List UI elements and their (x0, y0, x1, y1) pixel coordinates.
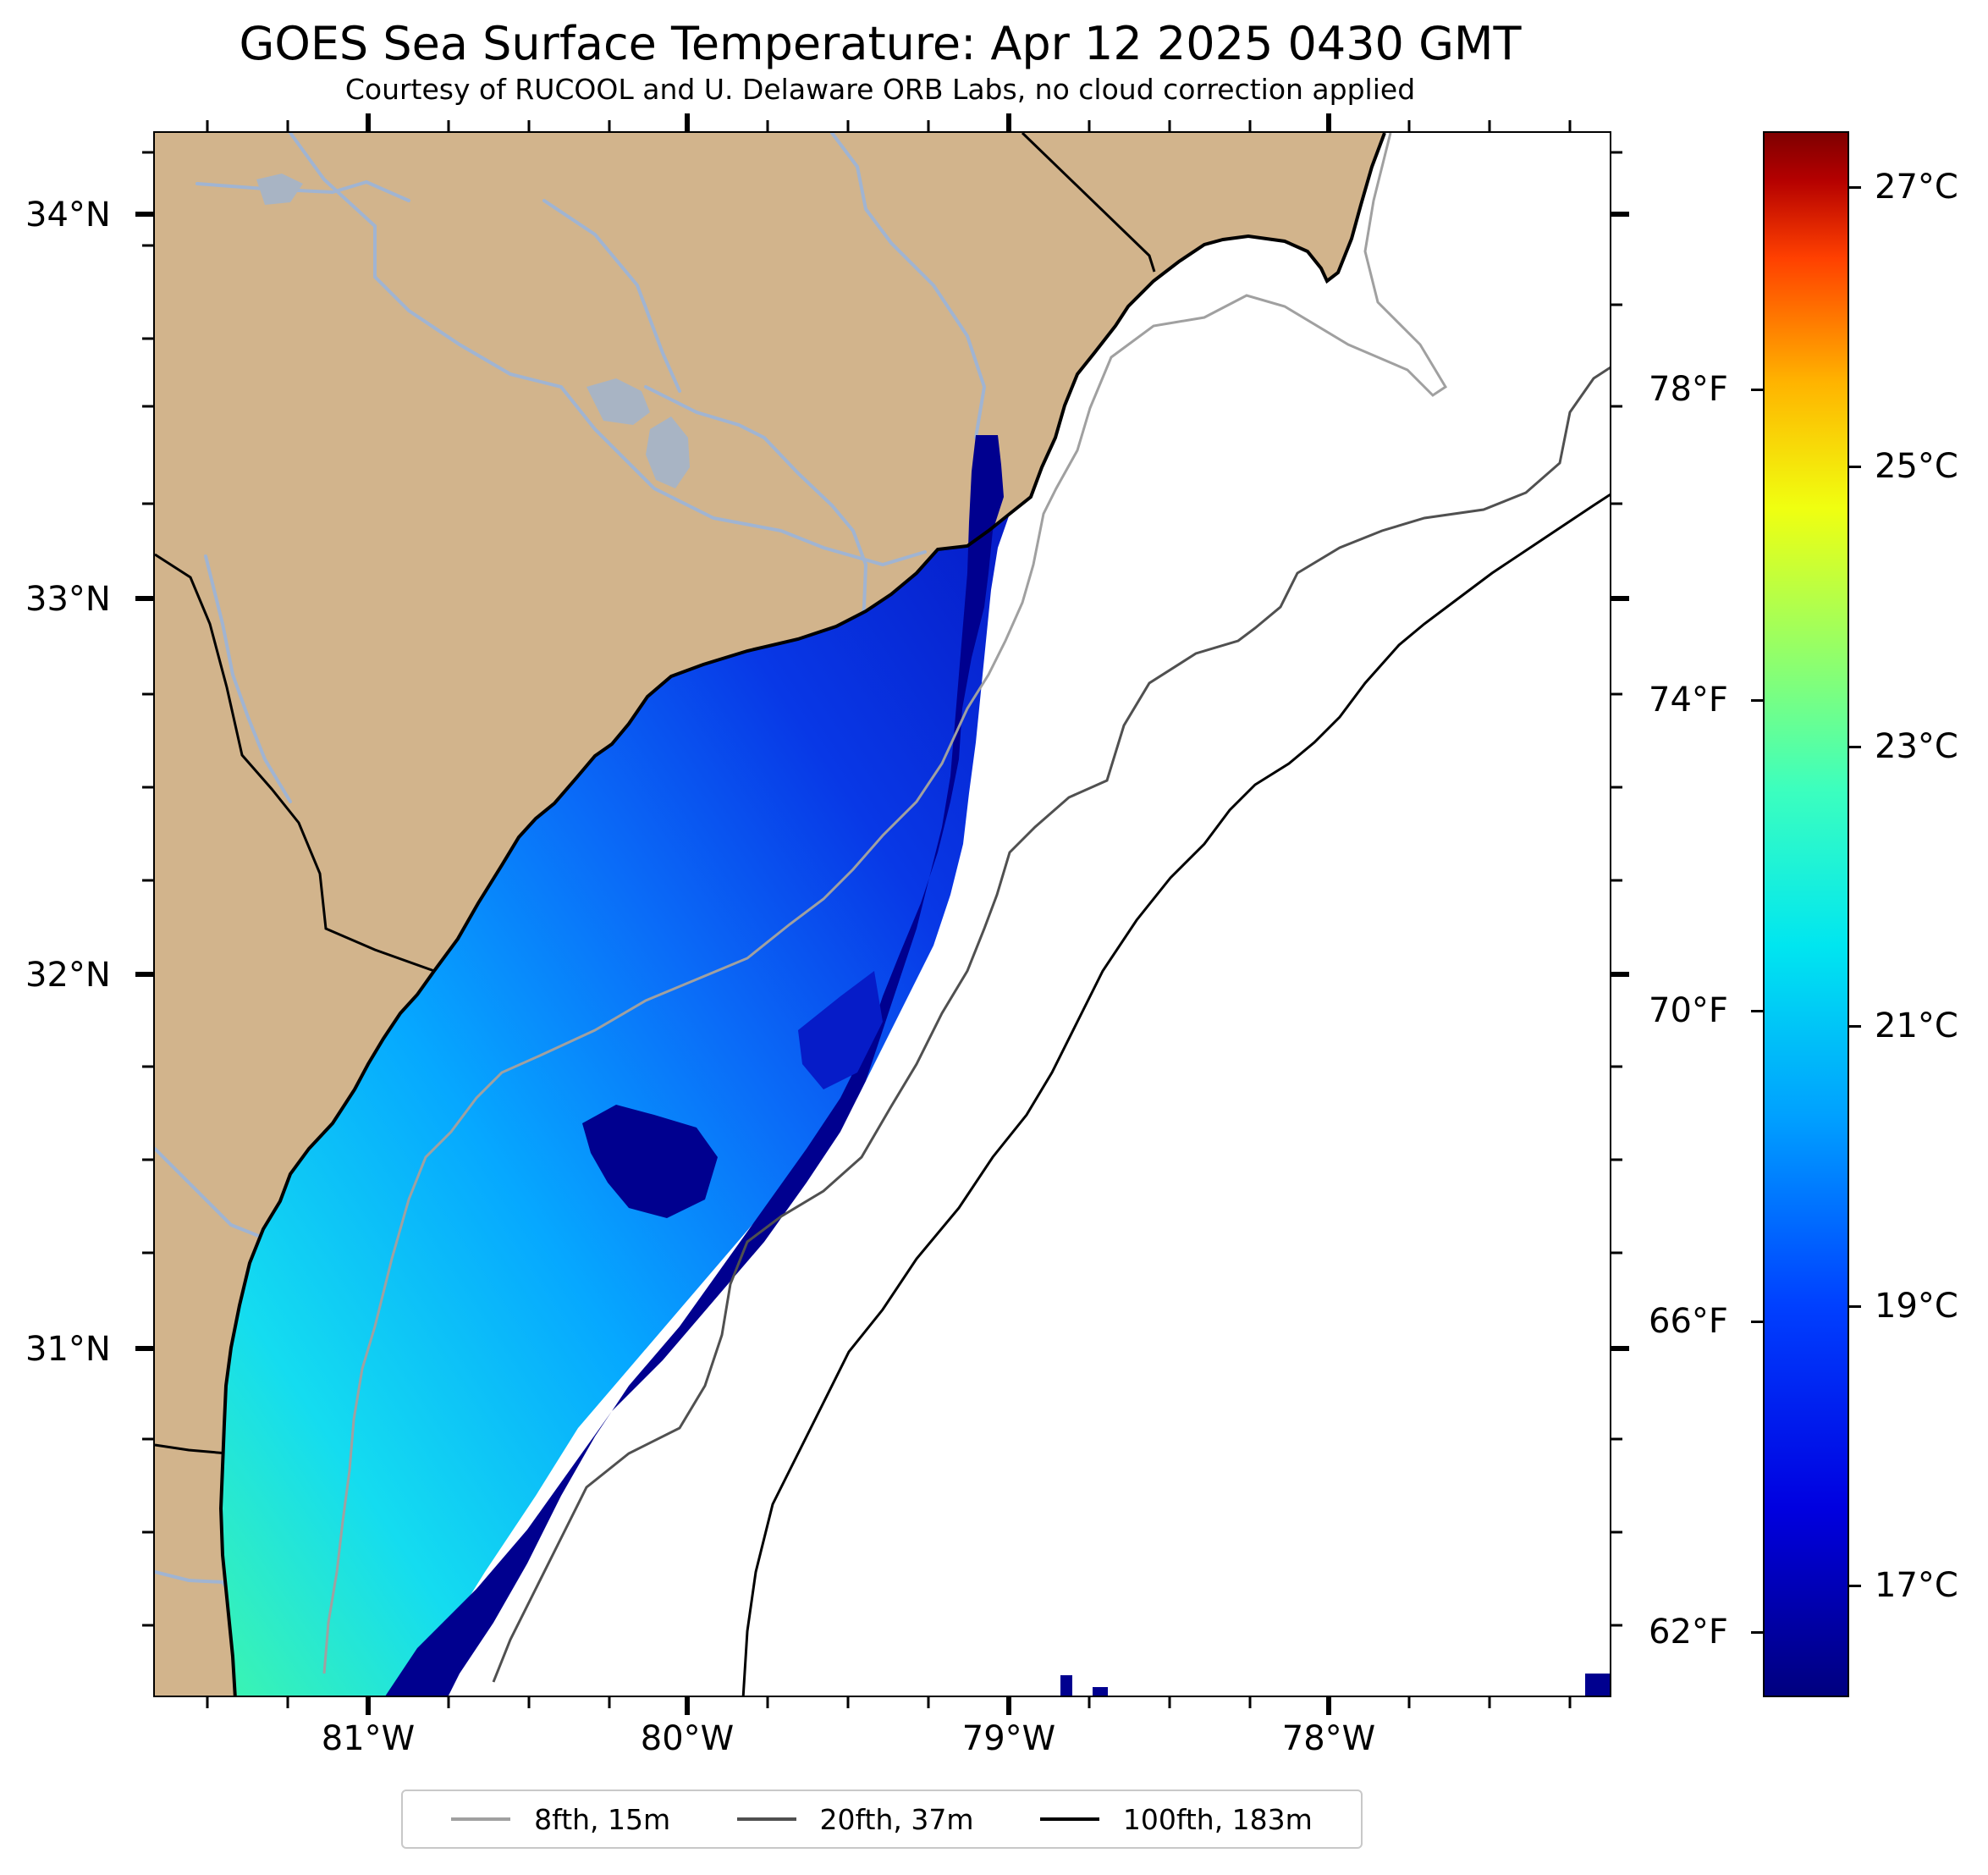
colorbar-tick-fahrenheit (1751, 1630, 1763, 1634)
sst-map[interactable] (153, 131, 1611, 1697)
legend-label-20fth: 20fth, 37m (819, 1802, 974, 1836)
colorbar-tick-fahrenheit (1751, 1320, 1763, 1323)
lon-label-81: 81°W (321, 1719, 416, 1758)
colorbar-label-celsius: 17°C (1875, 1565, 1958, 1605)
sst-field (221, 435, 1610, 1696)
map-subtitle: Courtesy of RUCOOL and U. Delaware ORB L… (344, 73, 1416, 106)
colorbar-label-celsius: 19°C (1875, 1286, 1958, 1326)
colorbar-label-fahrenheit: 66°F (1649, 1301, 1728, 1341)
legend-item-100fth: 100fth, 183m (1039, 1802, 1313, 1836)
isobath-100fth (741, 493, 1610, 1696)
isobath-legend: 8fth, 15m 20fth, 37m 100fth, 183m (401, 1790, 1363, 1849)
legend-line-20fth (736, 1817, 796, 1821)
legend-label-100fth: 100fth, 183m (1122, 1802, 1313, 1836)
lon-label-79: 79°W (961, 1719, 1056, 1758)
sst-speck (1093, 1687, 1108, 1696)
colorbar-label-fahrenheit: 62°F (1649, 1612, 1728, 1652)
colorbar-label-celsius: 27°C (1875, 168, 1958, 207)
colorbar-label-celsius: 23°C (1875, 726, 1958, 766)
colorbar-label-fahrenheit: 70°F (1649, 990, 1728, 1030)
colorbar-tick-fahrenheit (1751, 698, 1763, 702)
colorbar-label-fahrenheit: 78°F (1649, 369, 1728, 409)
colorbar-tick-celsius (1849, 1304, 1861, 1308)
sst-speck (1060, 1675, 1072, 1696)
coastline (218, 133, 1386, 1696)
colorbar-tick-celsius (1849, 1025, 1861, 1028)
colorbar-tick-fahrenheit (1751, 388, 1763, 391)
sst-speck (1585, 1674, 1610, 1696)
lon-label-80: 80°W (640, 1719, 735, 1758)
colorbar-label-celsius: 21°C (1875, 1006, 1958, 1046)
legend-item-8fth: 8fth, 15m (451, 1803, 670, 1836)
lat-label-33: 33°N (25, 580, 111, 619)
colorbar-label-fahrenheit: 74°F (1649, 680, 1728, 720)
map-title: GOES Sea Surface Temperature: Apr 12 202… (239, 17, 1522, 70)
isobath-8fth (322, 133, 1448, 1674)
colorbar-tick-celsius (1849, 1584, 1861, 1587)
land-mass (155, 133, 1385, 1696)
lat-label-32: 32°N (25, 956, 111, 995)
lakes (256, 174, 690, 488)
legend-line-100fth (1039, 1817, 1099, 1821)
legend-item-20fth: 20fth, 37m (736, 1802, 974, 1836)
colorbar-tick-fahrenheit (1751, 1009, 1763, 1012)
sst-cold-patch (798, 971, 883, 1089)
colorbar-tick-celsius (1849, 745, 1861, 748)
colorbar-tick-celsius (1849, 466, 1861, 469)
lat-label-34: 34°N (25, 196, 111, 234)
sst-warm-shelf (221, 514, 1010, 1696)
lon-label-78: 78°W (1281, 1719, 1376, 1758)
temperature-colorbar (1763, 131, 1849, 1697)
state-borders (155, 133, 1156, 1455)
sst-cold-eddy (582, 1105, 718, 1218)
lat-label-31: 31°N (25, 1330, 111, 1369)
legend-label-8fth: 8fth, 15m (534, 1802, 671, 1836)
legend-line-8fth (451, 1817, 511, 1821)
isobath-20fth (492, 366, 1610, 1683)
colorbar-label-celsius: 25°C (1875, 447, 1958, 487)
colorbar-tick-celsius (1849, 186, 1861, 190)
